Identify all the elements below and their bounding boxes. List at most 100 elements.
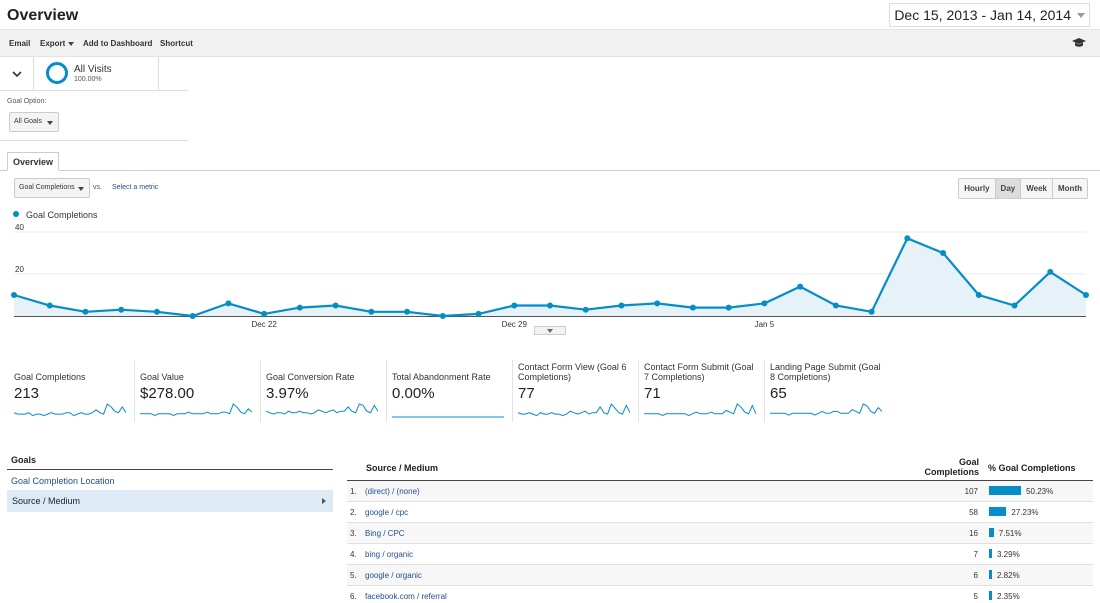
scorecard-divider — [134, 360, 135, 422]
day-button[interactable]: Day — [995, 179, 1022, 198]
scorecard-label: Goal Value — [140, 372, 184, 382]
scorecard-value: $278.00 — [140, 385, 195, 402]
data-point[interactable] — [975, 292, 982, 298]
data-point[interactable] — [1047, 268, 1054, 275]
chart-expand-handle[interactable] — [534, 326, 566, 335]
scorecard[interactable]: Contact Form Submit (Goal 7 Completions)… — [638, 360, 762, 422]
data-point[interactable] — [261, 310, 268, 317]
data-point[interactable] — [618, 302, 625, 309]
data-point[interactable] — [332, 302, 339, 309]
source-medium-link[interactable]: facebook.com / referral — [365, 592, 447, 601]
scorecard[interactable]: Landing Page Submit (Goal 8 Completions)… — [764, 360, 888, 422]
sparkline-path — [14, 403, 126, 417]
percent-bar — [989, 591, 992, 600]
scorecard-label: Contact Form View (Goal 6 Completions) — [518, 362, 627, 382]
scorecard[interactable]: Total Abandonment Rate 0.00% — [386, 360, 510, 422]
granularity-toggle: Hourly Day Week Month — [958, 178, 1088, 199]
scorecard[interactable]: Goal Conversion Rate 3.97% — [260, 360, 384, 422]
export-button[interactable]: Export — [40, 39, 75, 48]
data-point[interactable] — [439, 313, 446, 319]
data-point[interactable] — [225, 300, 232, 307]
data-point[interactable] — [1011, 302, 1018, 309]
data-point[interactable] — [582, 306, 589, 313]
source-medium-link[interactable]: (direct) / (none) — [365, 487, 420, 496]
hourly-button[interactable]: Hourly — [959, 179, 996, 198]
sparkline-path — [266, 403, 378, 415]
data-point[interactable] — [11, 292, 17, 298]
data-point[interactable] — [46, 302, 53, 309]
segment-bar — [0, 57, 188, 91]
export-label: Export — [40, 39, 66, 48]
segment-percent: 100.00% — [74, 76, 102, 83]
select-metric-link[interactable]: Select a metric — [112, 184, 159, 191]
data-point[interactable] — [1083, 292, 1089, 298]
sparkline-path — [518, 403, 630, 417]
data-point[interactable] — [296, 304, 303, 311]
scorecard[interactable]: Contact Form View (Goal 6 Completions) 77 — [512, 360, 636, 422]
data-point[interactable] — [511, 302, 518, 309]
source-medium-link[interactable]: Bing / CPC — [365, 529, 405, 538]
data-point[interactable] — [725, 304, 732, 311]
email-button[interactable]: Email — [9, 39, 31, 48]
column-header-percent-goal-completions[interactable]: % Goal Completions — [988, 463, 1076, 473]
data-point[interactable] — [868, 308, 875, 315]
data-point[interactable] — [189, 313, 196, 319]
data-point[interactable] — [904, 235, 911, 242]
source-medium-link[interactable]: google / cpc — [365, 508, 409, 517]
tab-overview[interactable]: Overview — [7, 152, 59, 171]
data-point[interactable] — [368, 308, 375, 315]
add-to-dashboard-button[interactable]: Add to Dashboard — [83, 39, 153, 48]
percent-bar — [989, 486, 1022, 495]
goal-option-select[interactable]: All Goals — [9, 112, 59, 132]
column-header-source-medium[interactable]: Source / Medium — [366, 463, 439, 473]
goal-completions-chart: 20 40 Dec 22 Dec 29 Jan 5 — [11, 223, 1089, 327]
sparkline-path — [140, 403, 252, 416]
scorecard-divider — [638, 360, 639, 422]
series-points — [11, 235, 1089, 319]
source-medium-link[interactable]: bing / organic — [365, 550, 414, 559]
caret-down-icon — [547, 329, 553, 333]
table-row: 5. google / organic 6 2.82% — [347, 565, 1093, 586]
y-tick-label: 20 — [15, 265, 24, 274]
goal-completion-location-link[interactable]: Goal Completion Location — [11, 476, 115, 486]
data-point[interactable] — [547, 302, 553, 309]
data-point[interactable] — [797, 283, 804, 290]
metric-select[interactable]: Goal Completions — [14, 178, 90, 198]
data-point[interactable] — [153, 308, 160, 315]
scorecard-sparkline — [140, 403, 252, 416]
data-point[interactable] — [761, 300, 768, 307]
date-range-label: Dec 15, 2013 - Jan 14, 2014 — [894, 7, 1071, 23]
x-tick-label: Dec 29 — [502, 320, 528, 327]
goal-option-label: Goal Option: — [7, 98, 47, 105]
source-medium-link[interactable]: google / organic — [365, 571, 422, 580]
data-point[interactable] — [689, 304, 696, 311]
data-point[interactable] — [404, 308, 411, 315]
scorecard[interactable]: Goal Completions 213 — [8, 360, 132, 422]
scorecard[interactable]: Goal Value $278.00 — [134, 360, 258, 422]
column-header-goal-completions[interactable]: Goal Completions — [924, 457, 979, 477]
data-point[interactable] — [654, 300, 661, 307]
data-point[interactable] — [832, 302, 839, 309]
graduation-cap-icon[interactable] — [1072, 38, 1086, 48]
segment-chip-all-visits[interactable]: All Visits 100.00% — [34, 57, 159, 91]
month-button[interactable]: Month — [1053, 179, 1087, 198]
percent-bar — [989, 507, 1007, 516]
percent-bar — [989, 570, 992, 579]
shortcut-button[interactable]: Shortcut — [160, 39, 193, 48]
date-range-picker[interactable]: Dec 15, 2013 - Jan 14, 2014 — [889, 3, 1090, 27]
caret-down-icon — [47, 121, 53, 125]
legend-dot-icon — [13, 211, 19, 217]
data-point[interactable] — [118, 306, 125, 313]
goal-option-value: All Goals — [14, 118, 43, 125]
week-button[interactable]: Week — [1021, 179, 1053, 198]
data-point[interactable] — [475, 310, 482, 317]
source-medium-dimension[interactable]: Source / Medium — [7, 490, 333, 512]
data-point[interactable] — [82, 308, 89, 315]
segment-toggle[interactable] — [0, 57, 34, 91]
y-tick-label: 40 — [15, 223, 24, 232]
scorecard-label: Goal Completions — [14, 372, 86, 382]
vs-label: vs. — [93, 184, 102, 191]
data-point[interactable] — [940, 250, 947, 256]
chevron-right-icon — [322, 498, 326, 504]
caret-down-icon — [78, 187, 84, 191]
